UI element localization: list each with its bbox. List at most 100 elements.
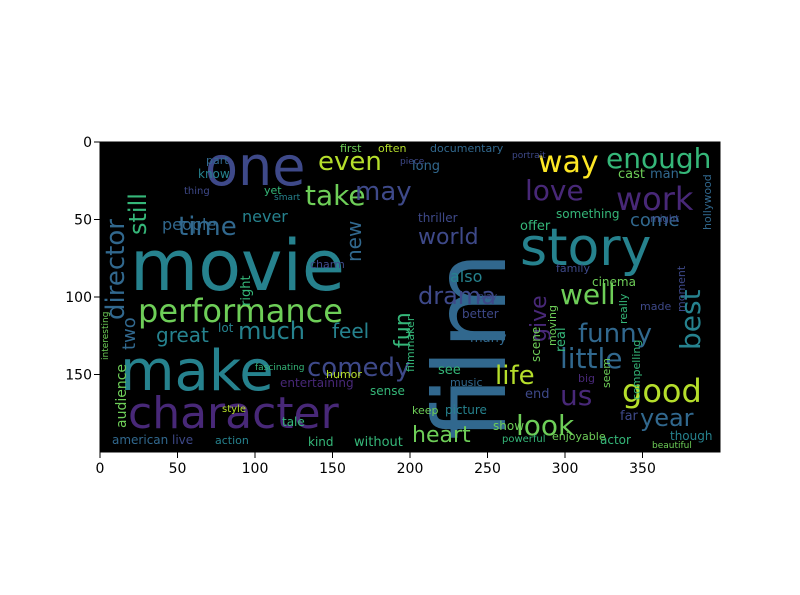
word-thing: thing bbox=[184, 186, 210, 197]
x-tick-label: 250 bbox=[474, 461, 501, 477]
word-people: people bbox=[162, 215, 216, 234]
x-tick-label: 0 bbox=[96, 461, 105, 477]
word-world: world bbox=[418, 225, 479, 250]
word-music: music bbox=[450, 376, 483, 389]
word-life: life bbox=[495, 361, 535, 391]
word-man: man bbox=[650, 167, 679, 182]
word-scene: scene bbox=[529, 327, 543, 362]
word-year: year bbox=[640, 404, 694, 432]
word-real: real bbox=[554, 327, 569, 352]
word-great: great bbox=[156, 323, 209, 347]
word-way: way bbox=[538, 145, 599, 180]
word-show: show bbox=[493, 419, 524, 433]
word-little: little bbox=[560, 342, 623, 375]
word-compelling: compelling bbox=[630, 340, 643, 400]
word-director: director bbox=[101, 219, 131, 320]
word-live: live bbox=[172, 433, 193, 447]
word-love: love bbox=[525, 174, 584, 207]
word-picture: picture bbox=[445, 403, 487, 417]
word-best: best bbox=[674, 289, 707, 350]
word-cast: cast bbox=[618, 167, 645, 182]
x-tick-label: 350 bbox=[629, 461, 656, 477]
word-style: style bbox=[222, 404, 246, 415]
word-portrait: portrait bbox=[512, 151, 546, 161]
word-much: much bbox=[238, 317, 305, 345]
word-character: character bbox=[128, 388, 340, 439]
word-may: may bbox=[355, 177, 412, 207]
word-see: see bbox=[438, 363, 461, 378]
word-feel: feel bbox=[332, 319, 369, 343]
word-one: one bbox=[205, 135, 306, 198]
word-end: end bbox=[525, 387, 550, 402]
y-tick-label: 50 bbox=[74, 213, 92, 229]
word-well: well bbox=[560, 278, 616, 311]
word-beautiful: beautiful bbox=[652, 441, 692, 451]
x-tick-label: 300 bbox=[552, 461, 579, 477]
word-american: american bbox=[112, 433, 168, 447]
word-enough: enough bbox=[606, 142, 711, 175]
word-heart: heart bbox=[412, 423, 471, 448]
word-performance: performance bbox=[138, 292, 343, 330]
word-piece: piece bbox=[400, 157, 425, 167]
word-hollywood: hollywood bbox=[701, 174, 714, 230]
word-powerful: powerful bbox=[502, 434, 546, 445]
word-make: make bbox=[120, 339, 274, 404]
y-tick-labels: 0 50 100 150 bbox=[65, 135, 92, 384]
word-two: two bbox=[119, 317, 140, 350]
word-smart: smart bbox=[274, 193, 301, 203]
word-better: better bbox=[462, 307, 499, 321]
word-thriller: thriller bbox=[418, 211, 458, 225]
wordcloud-background bbox=[100, 142, 720, 452]
word-action: action bbox=[215, 434, 249, 447]
y-tick-marks bbox=[94, 141, 100, 375]
word-documentary: documentary bbox=[430, 142, 504, 155]
word-without: without bbox=[354, 435, 403, 450]
y-tick-label: 100 bbox=[65, 290, 92, 306]
word-yet: yet bbox=[264, 184, 282, 197]
word-right: right bbox=[239, 275, 254, 306]
word-fun: fun bbox=[391, 312, 416, 348]
word-give: give bbox=[527, 295, 552, 342]
word-know: know bbox=[198, 167, 230, 181]
word-far: far bbox=[620, 409, 639, 424]
word-offer: offer bbox=[520, 219, 551, 234]
x-tick-labels: 0 50 100 150 200 250 300 350 bbox=[96, 461, 656, 477]
word-moving: moving bbox=[546, 305, 559, 346]
y-tick-label: 0 bbox=[83, 135, 92, 151]
word-keep: keep bbox=[412, 404, 439, 417]
word-fascinating: fascinating bbox=[255, 363, 305, 373]
word-look: look bbox=[516, 409, 575, 442]
word-charm: charm bbox=[310, 258, 345, 271]
word-many: many bbox=[470, 331, 507, 346]
word-interesting: interesting bbox=[101, 312, 111, 360]
word-enjoyable: enjoyable bbox=[552, 430, 606, 443]
word-filmmaker: filmmaker bbox=[404, 316, 417, 372]
word-film: film bbox=[412, 252, 529, 440]
word-new: new bbox=[342, 221, 366, 262]
word-comedy: comedy bbox=[307, 353, 410, 383]
word-tale: tale bbox=[282, 415, 305, 429]
word-really: really bbox=[617, 293, 630, 324]
word-moment: moment bbox=[675, 265, 688, 312]
x-tick-label: 150 bbox=[319, 461, 346, 477]
word-sense: sense bbox=[370, 384, 405, 398]
word-cinema: cinema bbox=[592, 275, 636, 289]
word-also: also bbox=[450, 267, 482, 286]
word-funny: funny bbox=[578, 319, 652, 349]
word-might: might bbox=[650, 214, 679, 225]
word-entertaining: entertaining bbox=[280, 376, 354, 390]
word-us: us bbox=[560, 379, 592, 412]
axes: 0 50 100 150 200 250 300 350 0 50 100 15… bbox=[65, 135, 721, 477]
word-play: play bbox=[478, 292, 498, 302]
word-never: never bbox=[242, 207, 288, 226]
word-still: still bbox=[124, 193, 152, 235]
word-made: made bbox=[640, 300, 671, 313]
word-audience: audience bbox=[114, 364, 130, 428]
x-tick-label: 100 bbox=[242, 461, 269, 477]
word-something: something bbox=[556, 207, 620, 221]
word-family: family bbox=[556, 262, 590, 275]
word-take: take bbox=[305, 179, 366, 212]
